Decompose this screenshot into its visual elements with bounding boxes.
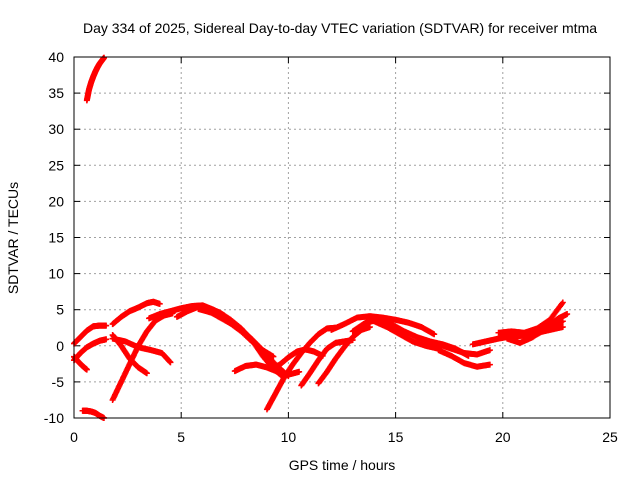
- series-arc-a: [71, 322, 110, 347]
- x-tick-label: 0: [70, 429, 78, 445]
- x-tick-label: 15: [388, 429, 404, 445]
- y-tick-label: 25: [48, 157, 64, 173]
- y-tick-label: 10: [48, 266, 64, 282]
- series-arc-t: [422, 337, 493, 358]
- x-tick-label: 25: [602, 429, 618, 445]
- y-axis-label: SDTVAR / TECUs: [5, 182, 21, 294]
- series-arc-b: [71, 336, 110, 364]
- y-tick-label: -5: [52, 374, 65, 390]
- y-tick-label: 0: [56, 338, 64, 354]
- x-tick-label: 10: [281, 429, 297, 445]
- axis-tick-labels: 0 5 10 15 20 25 -10 -5 0 5 10 15 20 25 30 35 40: [44, 49, 618, 445]
- x-tick-label: 20: [495, 429, 511, 445]
- data-series: [71, 54, 571, 421]
- y-tick-label: 30: [48, 121, 64, 137]
- y-tick-label: 15: [48, 230, 64, 246]
- data-point: [101, 54, 108, 61]
- data-point: [564, 311, 571, 318]
- data-point: [486, 347, 493, 354]
- series-arc-y: [521, 318, 566, 344]
- data-point: [167, 359, 174, 366]
- series-arc-e: [109, 298, 163, 328]
- plot-frame: [73, 56, 611, 419]
- data-point: [559, 318, 566, 325]
- data-point: [431, 331, 438, 338]
- data-point: [156, 300, 163, 307]
- data-point: [103, 322, 110, 329]
- data-point: [143, 370, 150, 377]
- grid: [74, 57, 610, 418]
- series-arc-high: [83, 54, 108, 104]
- data-point: [366, 324, 373, 331]
- y-tick-label: 5: [56, 302, 64, 318]
- series-arc-w: [495, 299, 566, 336]
- y-tick-label: 40: [48, 49, 64, 65]
- series-arc-k: [216, 312, 277, 360]
- data-point: [296, 368, 303, 375]
- data-point: [103, 336, 110, 343]
- series-arc-p: [315, 324, 373, 387]
- data-point: [486, 361, 493, 368]
- series-arc-u: [435, 347, 493, 370]
- series-arc-g: [109, 335, 174, 366]
- series-arc-low: [79, 407, 108, 421]
- y-tick-label: 35: [48, 85, 64, 101]
- x-axis-label: GPS time / hours: [289, 457, 396, 473]
- y-tick-label: -10: [44, 410, 64, 426]
- data-point: [559, 299, 566, 306]
- chart-title: Day 334 of 2025, Sidereal Day-to-day VTE…: [83, 20, 597, 36]
- series-arc-q: [328, 313, 438, 338]
- data-point: [83, 366, 90, 373]
- data-point: [559, 324, 566, 331]
- data-point: [558, 300, 565, 307]
- data-point: [270, 353, 277, 360]
- x-tick-label: 5: [177, 429, 185, 445]
- y-tick-label: 20: [48, 193, 64, 209]
